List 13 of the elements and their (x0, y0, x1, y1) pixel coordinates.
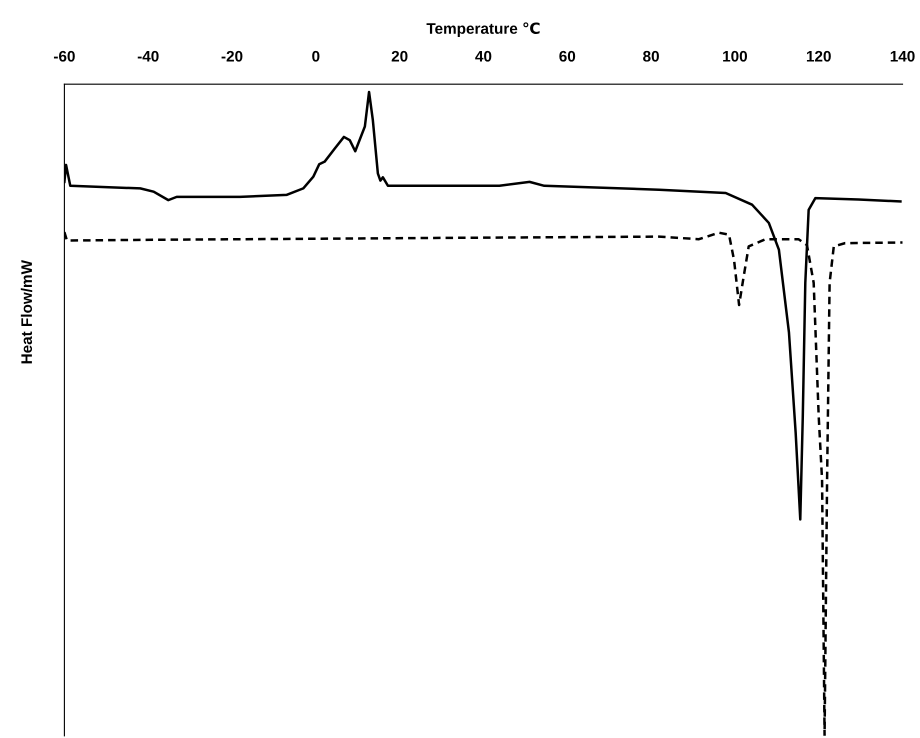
x-tick-label: -20 (222, 50, 242, 62)
x-tick-label: 0 (312, 50, 320, 62)
x-tick-label: -60 (54, 50, 75, 62)
x-tick-label: 100 (723, 50, 748, 62)
x-tick-label: 80 (643, 50, 659, 62)
x-tick-label: 20 (392, 50, 408, 62)
x-axis-title: Temperature ℃ (426, 22, 540, 37)
x-tick-label: 60 (559, 50, 576, 62)
x-tick-label: 120 (806, 50, 831, 62)
x-tick-label: 40 (475, 50, 492, 62)
x-tick-label: 140 (890, 50, 915, 62)
y-axis-title: Heat Flow/mW (20, 260, 32, 364)
x-tick-label: -40 (138, 50, 159, 62)
